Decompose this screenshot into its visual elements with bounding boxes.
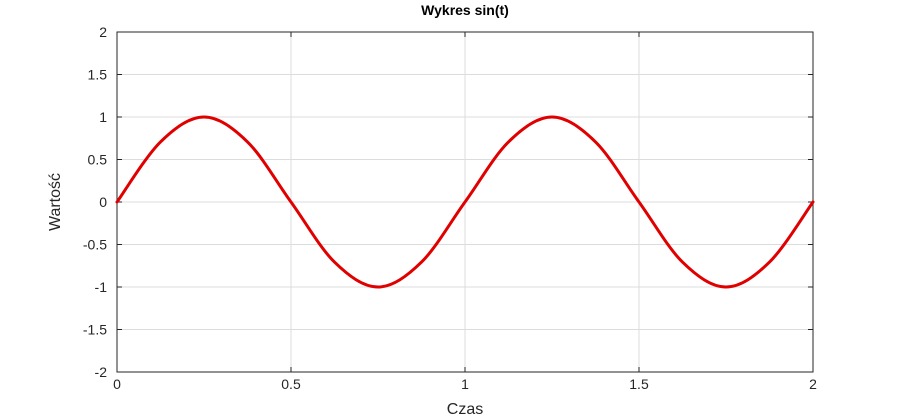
- series-layer: [115, 115, 815, 289]
- y-tick-label: -1.5: [83, 322, 107, 338]
- series-line: [115, 115, 815, 289]
- x-tick-label: 0: [113, 376, 121, 392]
- y-tick-label: -1: [95, 279, 108, 295]
- x-tick-label: 1.5: [629, 376, 649, 392]
- x-tick-label: 0.5: [281, 376, 301, 392]
- chart-title: Wykres sin(t): [421, 2, 509, 18]
- y-tick-label: 0.5: [88, 152, 108, 168]
- y-tick-label: 0: [99, 194, 107, 210]
- y-axis-label: Wartość: [47, 173, 64, 231]
- y-tick-label: 2: [99, 24, 107, 40]
- x-tick-label: 2: [809, 376, 817, 392]
- x-axis-label: Czas: [447, 401, 483, 418]
- y-tick-label: 1: [99, 109, 107, 125]
- axis-ticks: 0 0.5 1 1.5 2 -2 -1.5 -1 -0.5 0 0.5 1 1.5 2: [83, 24, 817, 392]
- y-tick-label: 1.5: [88, 67, 108, 83]
- x-tick-label: 1: [461, 376, 469, 392]
- y-tick-label: -0.5: [83, 237, 107, 253]
- y-tick-label: -2: [95, 364, 108, 380]
